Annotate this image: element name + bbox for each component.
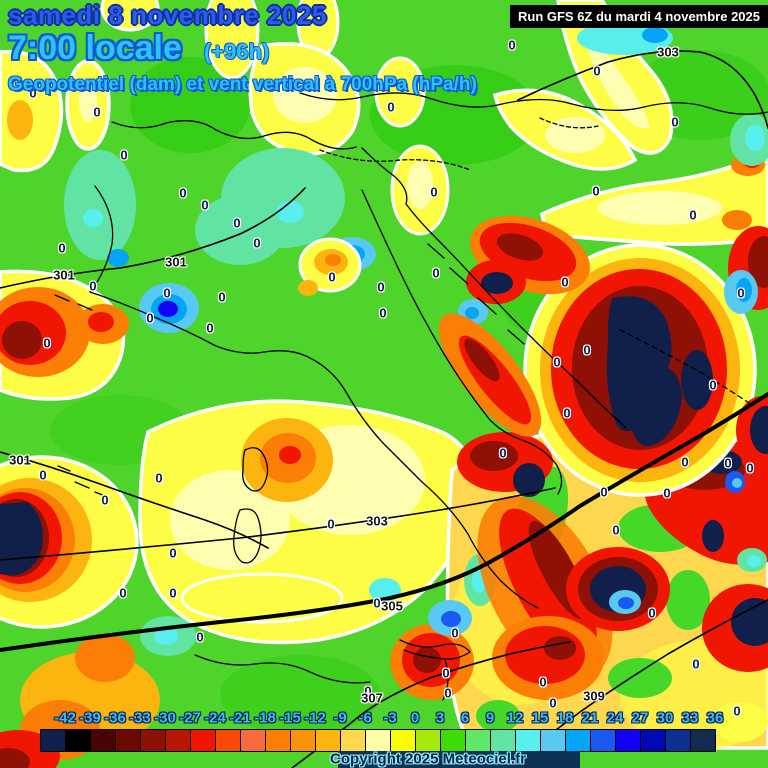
vertical-velocity-zero-label: 0 — [430, 184, 438, 200]
vertical-velocity-zero-label: 0 — [169, 545, 177, 561]
geopotential-contour-label: 301 — [9, 452, 31, 468]
vertical-velocity-zero-label: 0 — [379, 305, 387, 321]
vertical-velocity-zero-label: 0 — [499, 445, 507, 461]
map-parameter-title: Geopotentiel (dam) et vent vertical à 70… — [8, 73, 477, 95]
vertical-velocity-zero-label: 0 — [233, 215, 241, 231]
vertical-velocity-zero-label: 0 — [155, 470, 163, 486]
vertical-velocity-zero-label: 0 — [387, 99, 395, 115]
vertical-velocity-zero-label: 0 — [89, 278, 97, 294]
vertical-velocity-zero-label: 0 — [663, 485, 671, 501]
vertical-velocity-zero-label: 0 — [612, 522, 620, 538]
vertical-velocity-zero-label: 0 — [58, 240, 66, 256]
geopotential-contour-label: 303 — [657, 44, 679, 60]
copyright-strip — [338, 751, 580, 768]
vertical-velocity-zero-label: 0 — [101, 492, 109, 508]
geopotential-contour-label: 307 — [361, 690, 383, 706]
copyright-text: Copyright 2025 Meteociel.fr — [330, 750, 526, 768]
vertical-velocity-zero-label: 0 — [120, 147, 128, 163]
vertical-velocity-zero-label: 0 — [206, 320, 214, 336]
vertical-velocity-zero-label: 0 — [583, 342, 591, 358]
vertical-velocity-zero-label: 0 — [671, 114, 679, 130]
geopotential-contour-label: 303 — [366, 513, 388, 529]
vertical-velocity-zero-label: 0 — [377, 279, 385, 295]
vertical-velocity-zero-label: 0 — [724, 455, 732, 471]
geopotential-contour-label: 309 — [583, 688, 605, 704]
vertical-velocity-zero-label: 0 — [553, 354, 561, 370]
vertical-velocity-zero-label: 0 — [593, 63, 601, 79]
forecast-time: 7:00 locale — [8, 29, 182, 68]
geopotential-contour-label: 301 — [53, 267, 75, 283]
vertical-velocity-zero-label: 0 — [39, 467, 47, 483]
vertical-velocity-zero-label: 0 — [169, 585, 177, 601]
vertical-velocity-zero-label: 0 — [179, 185, 187, 201]
vertical-velocity-zero-label: 0 — [43, 335, 51, 351]
vertical-velocity-zero-label: 0 — [689, 207, 697, 223]
vertical-velocity-zero-label: 0 — [364, 683, 372, 699]
vertical-velocity-zero-label: 0 — [692, 656, 700, 672]
vertical-velocity-zero-label: 0 — [146, 310, 154, 326]
vertical-velocity-zero-label: 0 — [648, 605, 656, 621]
vertical-velocity-zero-label: 0 — [432, 265, 440, 281]
vertical-velocity-zero-label: 0 — [444, 685, 452, 701]
vertical-velocity-zero-label: 0 — [196, 629, 204, 645]
vertical-velocity-zero-label: 0 — [561, 274, 569, 290]
vertical-velocity-zero-label: 0 — [163, 285, 171, 301]
forecast-offset: (+96h) — [203, 39, 270, 65]
run-info-text: Run GFS 6Z du mardi 4 novembre 2025 — [517, 9, 760, 24]
run-info-box: Run GFS 6Z du mardi 4 novembre 2025 — [510, 5, 768, 28]
forecast-date: samedi 8 novembre 2025 — [8, 0, 327, 30]
vertical-velocity-zero-label: 0 — [29, 85, 37, 101]
vertical-velocity-zero-label: 0 — [600, 484, 608, 500]
vertical-velocity-zero-label: 0 — [451, 625, 459, 641]
vertical-velocity-zero-label: 0 — [508, 37, 516, 53]
vertical-velocity-zero-label: 0 — [119, 585, 127, 601]
vertical-velocity-zero-label: 0 — [592, 183, 600, 199]
vertical-velocity-zero-label: 0 — [218, 289, 226, 305]
vertical-velocity-zero-label: 0 — [709, 377, 717, 393]
vertical-velocity-zero-label: 0 — [549, 695, 557, 711]
vertical-velocity-zero-label: 0 — [201, 197, 209, 213]
vertical-velocity-zero-label: 0 — [733, 703, 741, 719]
vertical-velocity-zero-label: 0 — [737, 285, 745, 301]
vertical-velocity-zero-label: 0 — [681, 454, 689, 470]
vertical-velocity-zero-label: 0 — [746, 460, 754, 476]
geopotential-contour-label: 301 — [165, 254, 187, 270]
vertical-velocity-zero-label: 0 — [93, 104, 101, 120]
vertical-velocity-zero-label: 0 — [373, 595, 381, 611]
header: samedi 8 novembre 2025 7:00 locale (+96h)… — [8, 0, 477, 95]
vertical-velocity-zero-label: 0 — [327, 516, 335, 532]
geopotential-contour-label: 305 — [381, 598, 403, 614]
vertical-velocity-zero-label: 0 — [442, 665, 450, 681]
vertical-velocity-zero-label: 0 — [539, 674, 547, 690]
vertical-velocity-zero-label: 0 — [563, 405, 571, 421]
vertical-velocity-zero-label: 0 — [253, 235, 261, 251]
vertical-velocity-zero-label: 0 — [328, 269, 336, 285]
